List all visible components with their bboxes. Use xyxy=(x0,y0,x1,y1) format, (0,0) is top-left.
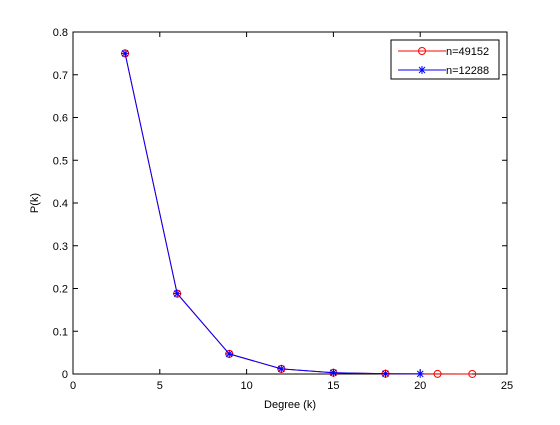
y-tick-label: 0.5 xyxy=(53,155,68,167)
x-tick-label: 0 xyxy=(70,380,76,392)
legend-marker-n12288 xyxy=(418,66,426,74)
data-point-n49152 xyxy=(468,369,477,378)
data-point-n12288 xyxy=(121,49,130,58)
x-tick-label: 15 xyxy=(327,380,339,392)
legend-box xyxy=(390,39,500,80)
y-axis-ticks: 0 0.1 0.2 0.3 0.4 0.5 0.6 0.7 0.8 xyxy=(53,27,507,381)
x-tick-label: 20 xyxy=(414,380,426,392)
series-layer xyxy=(121,49,477,378)
x-tick-label: 25 xyxy=(501,380,513,392)
y-tick-label: 0.1 xyxy=(53,326,68,338)
y-tick-label: 0 xyxy=(62,369,68,381)
legend-label-n12288: n=12288 xyxy=(446,65,489,77)
x-tick-label: 5 xyxy=(157,380,163,392)
y-tick-label: 0.7 xyxy=(53,70,68,82)
y-tick-label: 0.3 xyxy=(53,241,68,253)
y-tick-label: 0.2 xyxy=(53,284,68,296)
y-axis-label: P(k) xyxy=(29,193,41,213)
data-point-n12288 xyxy=(277,364,286,373)
y-tick-label: 0.8 xyxy=(53,27,68,39)
data-point-n12288 xyxy=(329,368,338,377)
legend-marker-n49152 xyxy=(418,47,426,55)
legend-label-n49152: n=49152 xyxy=(446,46,489,58)
data-point-n12288 xyxy=(416,369,425,378)
x-tick-label: 10 xyxy=(240,380,252,392)
legend: n=49152 n=12288 xyxy=(390,39,500,80)
y-tick-label: 0.4 xyxy=(53,198,68,210)
x-axis-label: Degree (k) xyxy=(264,399,316,411)
data-point-n12288 xyxy=(381,369,390,378)
data-point-n49152 xyxy=(433,369,442,378)
data-point-n12288 xyxy=(173,289,182,298)
plot-area xyxy=(72,31,508,375)
y-tick-label: 0.6 xyxy=(53,113,68,125)
data-point-n12288 xyxy=(225,349,234,358)
